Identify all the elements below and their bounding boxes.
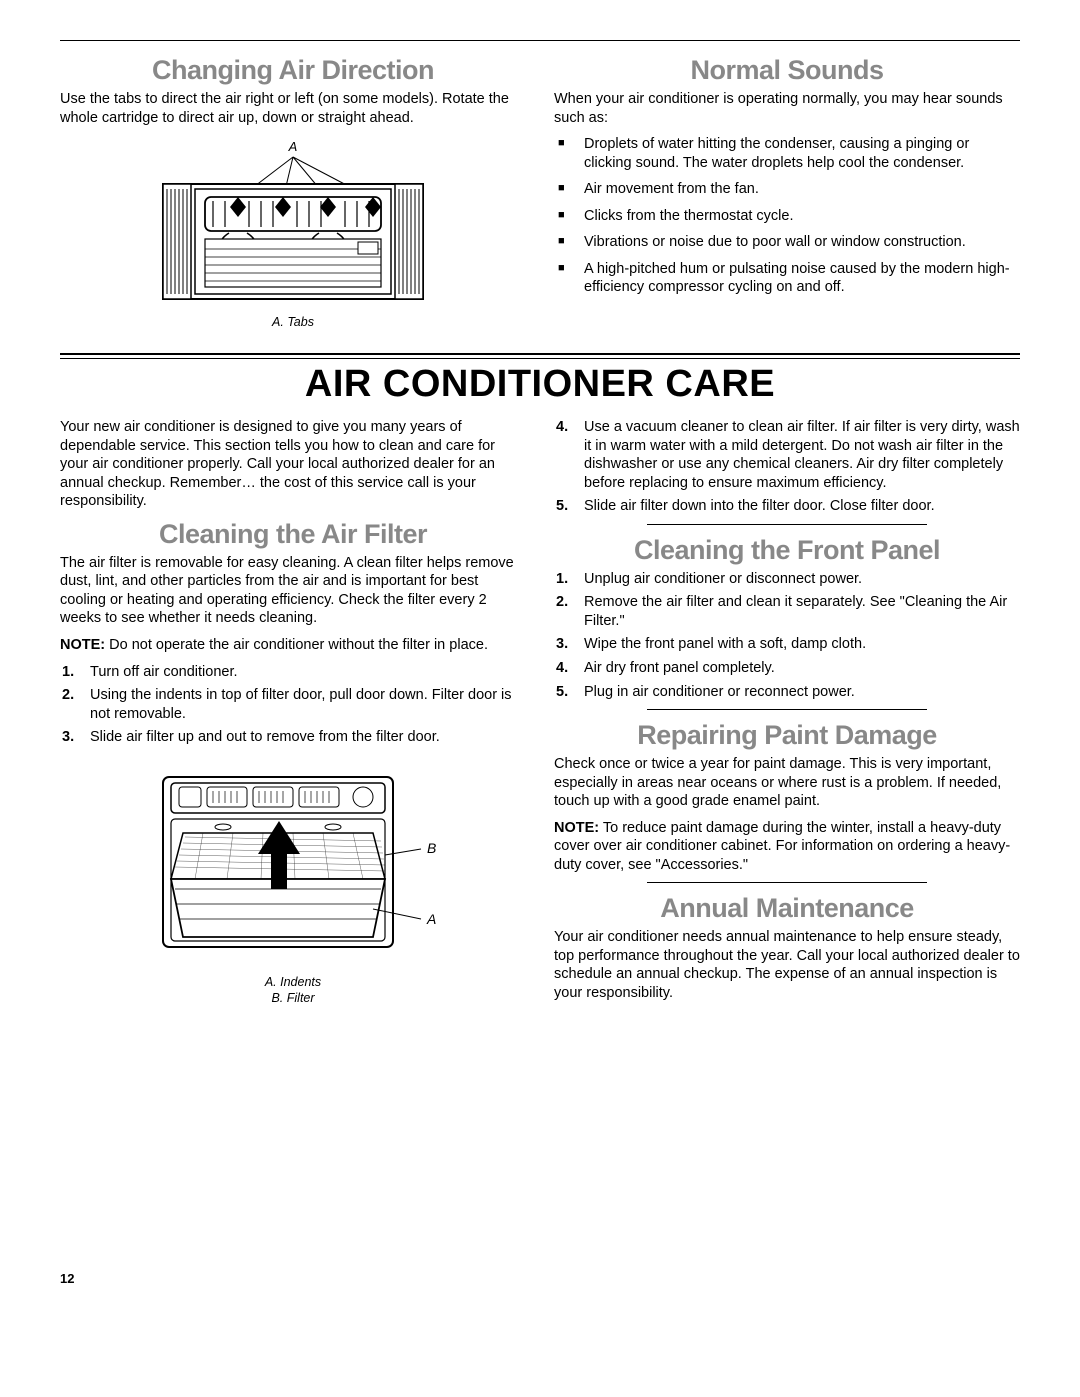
- col-left: Changing Air Direction Use the tabs to d…: [60, 47, 526, 335]
- body-annual: Your air conditioner needs annual mainte…: [554, 928, 1020, 1002]
- steps-clean-filter-cont: Use a vacuum cleaner to clean air filter…: [554, 418, 1020, 516]
- heading-paint: Repairing Paint Damage: [554, 720, 1020, 751]
- rule-front-panel: [647, 524, 927, 525]
- bullet-item: Air movement from the fan.: [584, 180, 1020, 199]
- step-item: Air dry front panel completely.: [584, 659, 1020, 678]
- section-usage: Changing Air Direction Use the tabs to d…: [60, 47, 1020, 335]
- svg-text:A: A: [426, 911, 436, 927]
- bullets-normal-sounds: Droplets of water hitting the condenser,…: [554, 135, 1020, 297]
- step-item: Slide air filter up and out to remove fr…: [90, 728, 526, 747]
- care-col-right: Use a vacuum cleaner to clean air filter…: [554, 418, 1020, 1011]
- heading-front-panel: Cleaning the Front Panel: [554, 535, 1020, 566]
- major-rule-top: [60, 353, 1020, 355]
- col-right: Normal Sounds When your air conditioner …: [554, 47, 1020, 335]
- filter-illustration: B A: [123, 759, 463, 969]
- heading-annual: Annual Maintenance: [554, 893, 1020, 924]
- figure-tabs: A: [60, 139, 526, 329]
- caption-tabs: A. Tabs: [60, 315, 526, 329]
- figure-filter: B A A. Indents B. Filter: [60, 759, 526, 1005]
- step-item: Unplug air conditioner or disconnect pow…: [584, 570, 1020, 589]
- step-item: Slide air filter down into the filter do…: [584, 497, 1020, 516]
- tabs-illustration: A: [143, 139, 443, 309]
- step-item: Wipe the front panel with a soft, damp c…: [584, 635, 1020, 654]
- heading-changing-air: Changing Air Direction: [60, 55, 526, 86]
- top-rule: [60, 40, 1020, 41]
- heading-normal-sounds: Normal Sounds: [554, 55, 1020, 86]
- fig-label-a: A: [288, 139, 298, 154]
- step-item: Turn off air conditioner.: [90, 663, 526, 682]
- bullet-item: Vibrations or noise due to poor wall or …: [584, 233, 1020, 252]
- body-paint: Check once or twice a year for paint dam…: [554, 755, 1020, 811]
- heading-clean-filter: Cleaning the Air Filter: [60, 519, 526, 550]
- step-item: Plug in air conditioner or reconnect pow…: [584, 683, 1020, 702]
- note-paint: NOTE: To reduce paint damage during the …: [554, 819, 1020, 875]
- care-col-left: Your new air conditioner is designed to …: [60, 418, 526, 1011]
- steps-clean-filter: Turn off air conditioner. Using the inde…: [60, 663, 526, 747]
- svg-text:B: B: [427, 840, 436, 856]
- bullet-item: Clicks from the thermostat cycle.: [584, 207, 1020, 226]
- bullet-item: Droplets of water hitting the condenser,…: [584, 135, 1020, 172]
- caption-filter-a: A. Indents: [60, 975, 526, 989]
- bullet-item: A high-pitched hum or pulsating noise ca…: [584, 260, 1020, 297]
- body-normal-sounds: When your air conditioner is operating n…: [554, 90, 1020, 127]
- major-rule-bottom: [60, 358, 1020, 359]
- body-changing-air: Use the tabs to direct the air right or …: [60, 90, 526, 127]
- steps-front-panel: Unplug air conditioner or disconnect pow…: [554, 570, 1020, 701]
- rule-paint: [647, 709, 927, 710]
- note-filter: NOTE: Do not operate the air conditioner…: [60, 636, 526, 655]
- rule-annual: [647, 882, 927, 883]
- heading-care: AIR CONDITIONER CARE: [60, 363, 1020, 406]
- step-item: Using the indents in top of filter door,…: [90, 686, 526, 723]
- care-intro: Your new air conditioner is designed to …: [60, 418, 526, 511]
- step-item: Remove the air filter and clean it separ…: [584, 593, 1020, 630]
- body-clean-filter: The air filter is removable for easy cle…: [60, 554, 526, 628]
- page-number: 12: [60, 1271, 1020, 1286]
- step-item: Use a vacuum cleaner to clean air filter…: [584, 418, 1020, 492]
- caption-filter-b: B. Filter: [60, 991, 526, 1005]
- section-care: Your new air conditioner is designed to …: [60, 418, 1020, 1011]
